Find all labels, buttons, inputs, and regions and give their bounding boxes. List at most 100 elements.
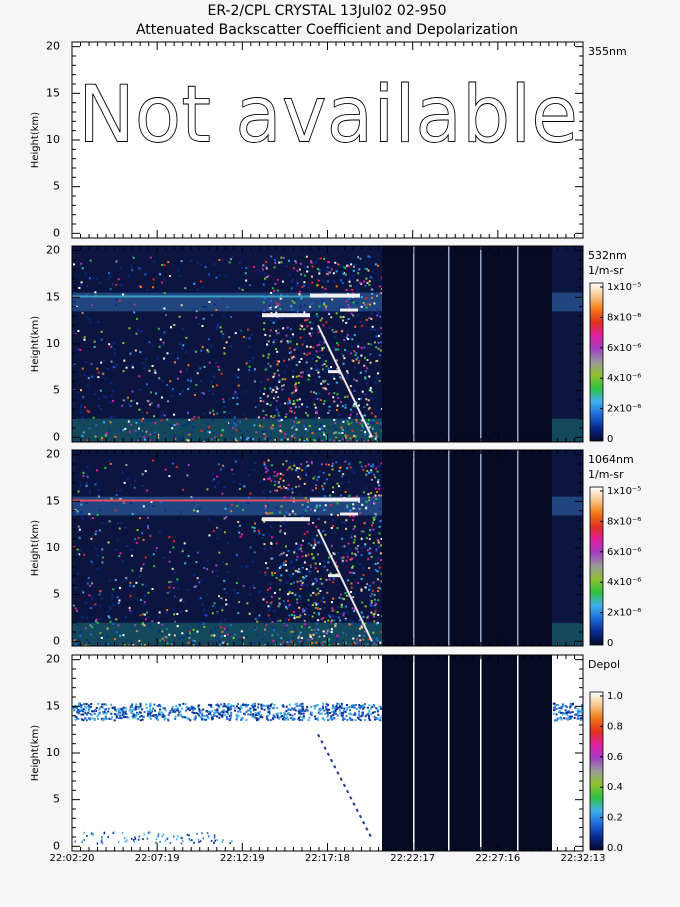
noise-pixel: [371, 427, 374, 430]
depol-pixel: [356, 707, 359, 710]
colorbar-tick-label: 0.4: [607, 782, 623, 793]
noise-pixel: [273, 483, 276, 486]
noise-pixel: [351, 338, 354, 341]
depol-pixel: [218, 713, 221, 716]
noise-pixel: [325, 549, 328, 552]
noise-pixel: [238, 638, 241, 641]
noise-pixel: [368, 375, 371, 378]
noise-pixel: [81, 367, 84, 370]
noise-pixel: [296, 343, 299, 346]
noise-pixel: [322, 630, 325, 633]
noise-pixel: [204, 265, 207, 268]
noise-pixel: [75, 305, 78, 308]
depol-pixel: [194, 717, 197, 720]
depol-pixel: [285, 705, 288, 708]
noise-pixel: [156, 357, 159, 360]
noise-pixel: [90, 560, 93, 563]
noise-pixel: [378, 532, 381, 535]
noise-pixel: [114, 578, 117, 581]
noise-pixel: [365, 507, 368, 510]
noise-pixel: [283, 433, 286, 436]
noise-pixel: [342, 266, 345, 269]
noise-pixel: [221, 630, 224, 633]
noise-pixel: [266, 512, 269, 515]
noise-pixel: [258, 532, 261, 535]
depol-pixel: [370, 713, 373, 716]
noise-pixel: [305, 508, 308, 511]
noise-pixel: [267, 307, 270, 310]
backscatter-image: [72, 450, 583, 646]
noise-pixel: [352, 360, 355, 363]
depol-pixel: [345, 715, 348, 718]
noise-pixel: [369, 361, 372, 364]
noise-pixel: [219, 644, 222, 646]
noise-pixel: [350, 421, 353, 424]
noise-pixel: [100, 636, 103, 639]
noise-pixel: [310, 462, 313, 465]
depol-pixel: [190, 705, 193, 708]
depol-pixel: [98, 708, 101, 711]
noise-pixel: [362, 567, 365, 570]
noise-pixel: [377, 481, 380, 484]
noise-pixel: [206, 349, 209, 352]
noise-pixel: [372, 516, 375, 519]
depol-pixel: [85, 703, 88, 706]
noise-pixel: [372, 502, 375, 505]
noise-pixel: [276, 489, 279, 492]
noise-pixel: [285, 624, 288, 627]
depol-pixel: [298, 708, 301, 711]
noise-pixel: [132, 255, 135, 258]
noise-pixel: [294, 416, 297, 419]
noise-pixel: [353, 541, 356, 544]
depol-pixel: [569, 705, 572, 708]
depol-pixel: [208, 710, 211, 713]
noise-pixel: [146, 289, 149, 292]
noise-pixel: [262, 264, 265, 267]
depol-pixel: [100, 705, 103, 708]
noise-pixel: [354, 354, 357, 357]
noise-pixel: [171, 394, 174, 397]
noise-pixel: [276, 363, 279, 366]
noise-pixel: [346, 420, 349, 423]
depol-pixel: [221, 710, 224, 713]
noise-pixel: [326, 591, 329, 594]
noise-pixel: [265, 438, 268, 441]
noise-pixel: [270, 291, 273, 294]
noise-pixel: [280, 294, 283, 297]
noise-pixel: [259, 480, 262, 483]
noise-pixel: [321, 299, 324, 302]
noise-pixel: [370, 492, 373, 495]
depol-pixel: [210, 714, 213, 717]
noise-pixel: [351, 552, 354, 555]
depol-pixel: [87, 717, 90, 720]
noise-pixel: [370, 296, 373, 299]
noise-pixel: [162, 343, 165, 346]
depol-pixel: [252, 714, 255, 717]
noise-pixel: [358, 634, 361, 637]
noise-pixel: [281, 338, 284, 341]
panel: 05101520Height(km)1064nm1/m-sr02x10⁻⁶4x1…: [30, 448, 641, 649]
noise-pixel: [361, 324, 364, 327]
noise-pixel: [329, 267, 332, 270]
noise-pixel: [344, 404, 347, 407]
noise-pixel: [377, 557, 380, 560]
noise-pixel: [336, 638, 339, 641]
noise-pixel: [311, 322, 314, 325]
noise-pixel: [296, 547, 299, 550]
noise-pixel: [346, 467, 349, 470]
colorbar-tick-label: 2x10⁻⁶: [607, 608, 641, 619]
y-tick-label: 0: [53, 430, 60, 443]
noise-pixel: [153, 565, 156, 568]
noise-pixel: [365, 644, 368, 646]
noise-pixel: [265, 276, 268, 279]
noise-pixel: [375, 641, 378, 644]
depol-pixel: [346, 718, 349, 721]
noise-pixel: [346, 376, 349, 379]
depol-pixel: [95, 706, 98, 709]
depol-pixel: [169, 841, 172, 844]
noise-pixel: [340, 426, 343, 429]
noise-pixel: [141, 532, 144, 535]
noise-pixel: [145, 357, 148, 360]
depol-pixel: [177, 714, 180, 717]
noise-pixel: [299, 493, 302, 496]
